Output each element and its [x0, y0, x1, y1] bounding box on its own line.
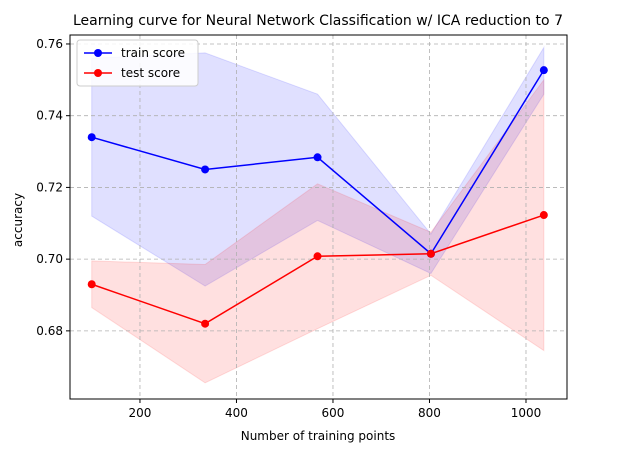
x-tick-label: 600	[322, 406, 345, 420]
point-train	[539, 66, 548, 75]
point-train	[313, 153, 322, 162]
y-axis-label: accuracy	[11, 193, 25, 247]
confidence-bands	[91, 45, 545, 384]
point-test	[87, 280, 96, 289]
y-tick-label: 0.72	[36, 180, 63, 194]
point-test	[313, 252, 322, 261]
point-test	[539, 211, 548, 220]
y-tick-label: 0.76	[36, 37, 63, 51]
legend-marker-test	[94, 69, 102, 77]
x-tick-label: 800	[418, 406, 441, 420]
x-tick-label: 200	[129, 406, 152, 420]
x-tick-label: 400	[225, 406, 248, 420]
x-axis-ticks: 200 400 600 800 1000	[129, 399, 542, 420]
point-train	[201, 165, 210, 174]
y-tick-label: 0.74	[36, 109, 63, 123]
y-axis-ticks: 0.68 0.70 0.72 0.74 0.76	[36, 37, 70, 338]
point-train	[87, 133, 96, 142]
y-tick-label: 0.70	[36, 252, 63, 266]
x-tick-label: 1000	[511, 406, 542, 420]
point-test	[201, 319, 210, 328]
series-markers	[87, 66, 548, 328]
x-axis-label: Number of training points	[241, 429, 396, 443]
grid-lines	[70, 35, 567, 399]
chart-title: Learning curve for Neural Network Classi…	[73, 13, 563, 29]
point-test	[426, 249, 435, 258]
legend: train score test score	[76, 39, 199, 87]
legend-label-test: test score	[121, 66, 180, 80]
band-test	[91, 78, 545, 384]
y-tick-label: 0.68	[36, 324, 63, 338]
band-train	[91, 45, 545, 287]
legend-marker-train	[94, 49, 102, 57]
legend-label-train: train score	[121, 46, 185, 60]
legend-box	[76, 39, 199, 87]
plot-frame	[69, 34, 568, 400]
